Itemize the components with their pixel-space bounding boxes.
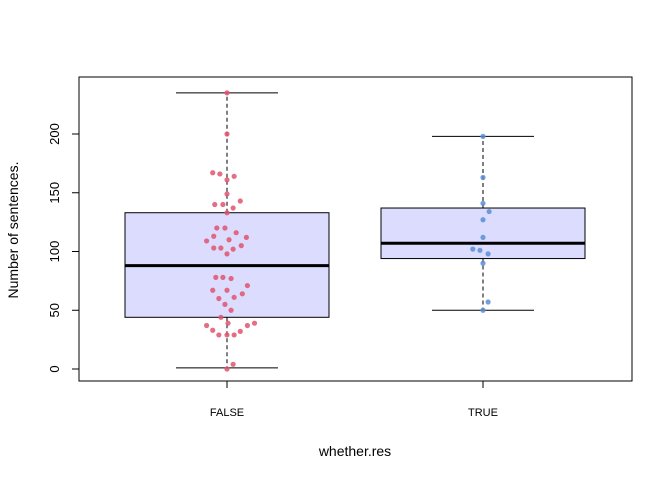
data-point <box>480 133 486 139</box>
data-point <box>243 234 249 240</box>
boxes <box>124 90 586 372</box>
data-point <box>231 173 237 179</box>
y-tick-label: 150 <box>47 182 62 204</box>
data-point <box>211 233 217 239</box>
data-point <box>480 234 486 240</box>
data-point <box>485 299 491 305</box>
y-tick-label: 0 <box>47 365 62 372</box>
data-point <box>218 245 224 251</box>
data-point <box>204 238 210 244</box>
data-point <box>224 287 230 293</box>
data-point <box>230 205 236 211</box>
data-point <box>216 332 222 338</box>
y-tick-label: 100 <box>47 241 62 263</box>
data-point <box>210 287 216 293</box>
data-point <box>480 217 486 223</box>
data-point <box>217 171 223 177</box>
data-point <box>470 246 476 252</box>
y-tick-label: 200 <box>47 123 62 145</box>
data-point <box>216 295 222 302</box>
data-point <box>239 291 245 297</box>
data-point <box>237 328 243 334</box>
data-point <box>224 251 230 257</box>
data-point <box>238 243 244 249</box>
data-point <box>231 332 237 338</box>
data-point <box>480 307 486 313</box>
data-point <box>233 230 239 236</box>
box-false <box>124 90 330 372</box>
data-point <box>224 191 230 197</box>
data-point <box>226 237 232 243</box>
data-point <box>222 225 228 231</box>
data-point <box>244 322 250 329</box>
data-point <box>486 208 492 215</box>
y-axis-label: Number of sentences. <box>5 162 21 299</box>
data-point <box>220 201 226 208</box>
data-point <box>211 245 217 251</box>
data-point <box>228 307 234 313</box>
data-point <box>220 274 226 280</box>
data-point <box>230 246 236 252</box>
data-point <box>225 320 231 326</box>
data-point <box>224 332 230 338</box>
data-point <box>210 170 216 176</box>
iqr-box <box>380 207 586 260</box>
data-point <box>210 327 216 333</box>
data-point <box>212 201 218 208</box>
data-point <box>480 174 486 181</box>
data-point <box>224 90 230 96</box>
data-point <box>485 251 491 257</box>
data-point <box>213 274 219 280</box>
x-axis-label: whether.res <box>318 443 391 459</box>
x-tick-label: TRUE <box>468 407 498 419</box>
data-point <box>224 131 230 137</box>
data-point <box>230 361 236 367</box>
box-true <box>380 133 586 313</box>
data-point <box>480 260 486 266</box>
x-tick-label: FALSE <box>210 407 244 419</box>
x-axis: FALSE TRUE <box>210 381 498 419</box>
data-point <box>237 198 243 204</box>
data-point <box>224 366 230 372</box>
y-axis: 0 50 100 150 200 <box>47 123 80 373</box>
y-tick-label: 50 <box>47 303 62 317</box>
data-point <box>204 322 210 329</box>
data-point <box>224 177 230 183</box>
data-point <box>224 210 230 216</box>
plot-frame <box>78 76 633 382</box>
data-point <box>477 247 483 253</box>
data-point <box>228 275 234 282</box>
data-point <box>218 314 224 320</box>
data-point <box>214 225 220 231</box>
data-point <box>222 301 228 307</box>
data-point <box>480 200 486 206</box>
data-point <box>244 282 250 289</box>
data-point <box>231 294 237 300</box>
data-point <box>251 320 258 326</box>
